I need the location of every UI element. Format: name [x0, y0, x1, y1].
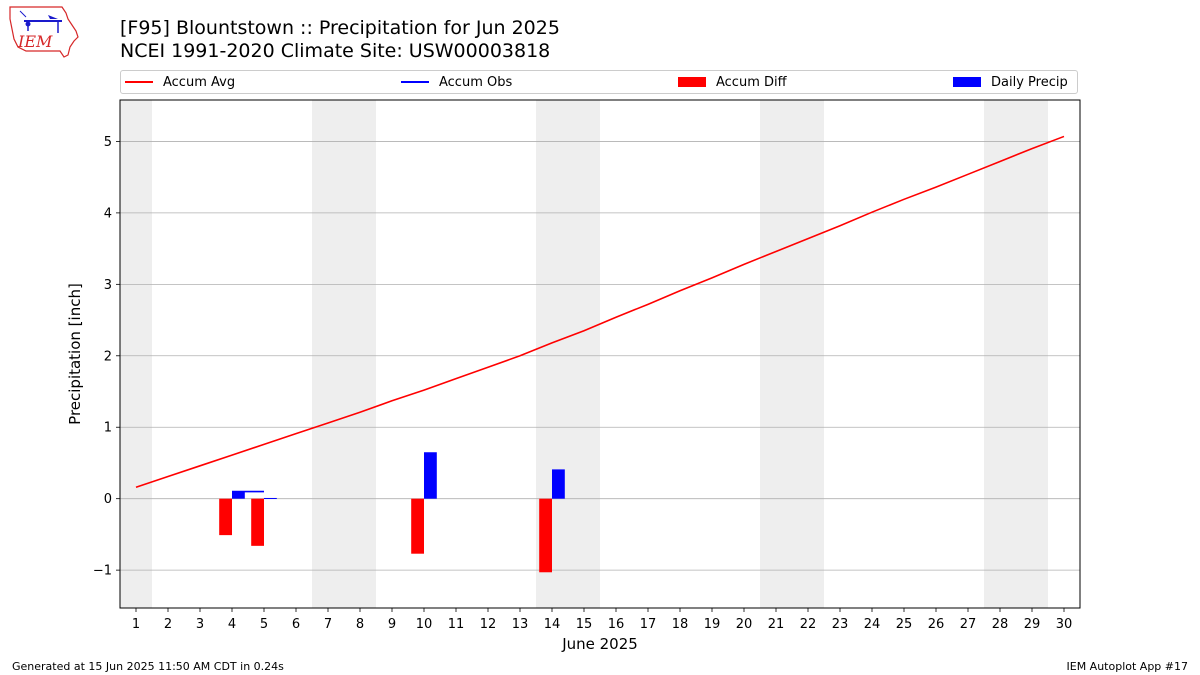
y-tick-label: 4	[104, 206, 112, 221]
x-tick-label: 30	[1056, 617, 1073, 632]
x-tick-label: 27	[960, 617, 977, 632]
weekend-shade-day-7	[312, 100, 344, 608]
x-tick-label: 2	[164, 617, 172, 632]
weekend-shade-day-28	[984, 100, 1016, 608]
plot-frame	[119, 99, 1081, 609]
legend-label-accum-obs: Accum Obs	[439, 74, 513, 90]
x-tick-label: 22	[800, 617, 817, 632]
x-tick-label: 8	[356, 617, 364, 632]
x-tick-label: 26	[928, 617, 945, 632]
legend-label-accum-diff: Accum Diff	[716, 74, 787, 90]
legend: Accum Avg Accum Obs Accum Diff Daily Pre…	[120, 70, 1078, 94]
x-tick-label: 21	[768, 617, 785, 632]
y-tick-label: 1	[104, 421, 112, 436]
x-tick-label: 28	[992, 617, 1009, 632]
legend-label-daily-precip: Daily Precip	[991, 74, 1068, 90]
legend-item-accum-avg: Accum Avg	[125, 71, 235, 93]
x-tick-label: 3	[196, 617, 204, 632]
legend-item-accum-diff: Accum Diff	[678, 71, 787, 93]
legend-item-daily-precip: Daily Precip	[953, 71, 1068, 93]
accum-diff-bar-day-4	[219, 498, 232, 536]
legend-swatch-accum-obs	[401, 81, 429, 83]
y-tick-label: 5	[104, 135, 112, 150]
x-tick-label: 24	[864, 617, 881, 632]
x-tick-label: 7	[324, 617, 332, 632]
x-tick-label: 11	[448, 617, 465, 632]
accum-avg-line	[135, 135, 1065, 489]
x-tick-label: 20	[736, 617, 753, 632]
weekend-shade-day-21	[760, 100, 792, 608]
x-tick-label: 16	[608, 617, 625, 632]
iem-logo: IEM	[9, 6, 79, 58]
daily-precip-bar-day-10	[424, 452, 437, 499]
x-tick-label: 1	[132, 617, 140, 632]
y-tick-label: −1	[93, 564, 112, 579]
x-tick-label: 12	[480, 617, 497, 632]
weekend-shade-day-15	[568, 100, 600, 608]
weekend-shade-day-29	[1016, 100, 1048, 608]
x-tick-label: 6	[292, 617, 300, 632]
accum-diff-bar-day-14	[539, 498, 552, 573]
x-tick-label: 4	[228, 617, 236, 632]
y-axis-label: Precipitation [inch]	[66, 283, 84, 425]
chart-subtitle: NCEI 1991-2020 Climate Site: USW00003818	[120, 40, 551, 62]
x-tick-label: 17	[640, 617, 657, 632]
y-tick-label: 3	[104, 278, 112, 293]
y-tick-label: 2	[104, 349, 112, 364]
daily-precip-bar-day-14	[552, 469, 565, 499]
x-tick-label: 23	[832, 617, 849, 632]
logo-lettering: IEM	[17, 32, 53, 51]
weekend-shade-day-8	[344, 100, 376, 608]
x-tick-label: 19	[704, 617, 721, 632]
legend-label-accum-avg: Accum Avg	[163, 74, 236, 90]
weekend-shade-day-22	[792, 100, 824, 608]
chart-title: [F95] Blountstown :: Precipitation for J…	[120, 17, 560, 39]
x-tick-label: 13	[512, 617, 529, 632]
x-tick-label: 14	[544, 617, 561, 632]
daily-precip-bar-day-4	[232, 491, 245, 499]
x-tick-label: 9	[388, 617, 396, 632]
x-tick-label: 10	[416, 617, 433, 632]
legend-swatch-accum-diff	[678, 77, 706, 87]
x-tick-label: 29	[1024, 617, 1041, 632]
weekend-shade-day-1	[120, 100, 152, 608]
legend-swatch-accum-avg	[125, 81, 153, 83]
x-tick-label: 25	[896, 617, 913, 632]
legend-swatch-daily-precip	[953, 77, 981, 87]
legend-item-accum-obs: Accum Obs	[401, 71, 512, 93]
daily-precip-bar-day-5	[264, 497, 277, 499]
x-tick-label: 18	[672, 617, 689, 632]
y-tick-label: 0	[104, 492, 112, 507]
generated-timestamp: Generated at 15 Jun 2025 11:50 AM CDT in…	[12, 660, 284, 673]
accum-diff-bar-day-10	[411, 498, 424, 554]
x-tick-label: 5	[260, 617, 268, 632]
x-tick-label: 15	[576, 617, 593, 632]
x-axis-label: June 2025	[561, 635, 638, 653]
accum-diff-bar-day-5	[251, 498, 264, 546]
app-credit: IEM Autoplot App #17	[1066, 660, 1189, 673]
